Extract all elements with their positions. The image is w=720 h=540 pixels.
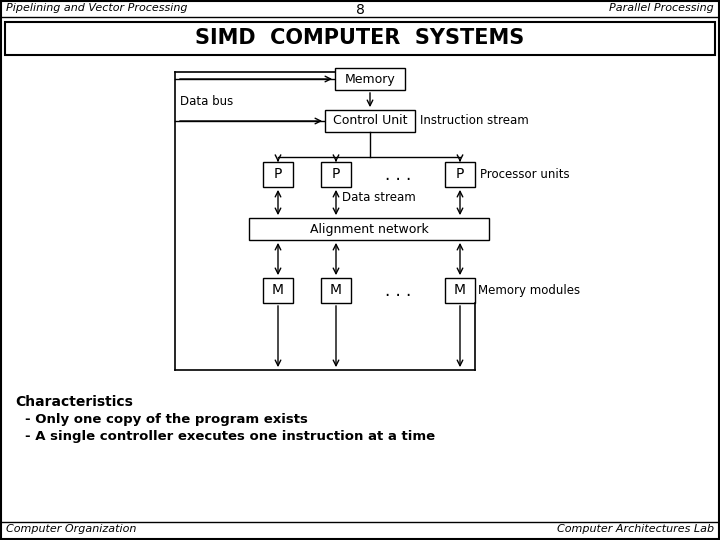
Text: M: M <box>272 284 284 298</box>
Text: P: P <box>274 167 282 181</box>
Text: . . .: . . . <box>385 165 411 184</box>
Text: Memory modules: Memory modules <box>478 284 580 297</box>
Text: Computer Organization: Computer Organization <box>6 524 136 534</box>
Bar <box>263 278 293 303</box>
Text: Data bus: Data bus <box>180 95 233 108</box>
Text: Processor units: Processor units <box>480 168 570 181</box>
Bar <box>325 110 415 132</box>
Bar <box>445 278 475 303</box>
Text: Computer Architectures Lab: Computer Architectures Lab <box>557 524 714 534</box>
Text: - Only one copy of the program exists: - Only one copy of the program exists <box>25 413 308 426</box>
Bar <box>5 22 715 55</box>
Text: Control Unit: Control Unit <box>333 114 408 127</box>
Text: . . .: . . . <box>385 281 411 300</box>
Text: M: M <box>454 284 466 298</box>
Bar <box>263 162 293 187</box>
Text: Memory: Memory <box>345 72 395 85</box>
Text: SIMD  COMPUTER  SYSTEMS: SIMD COMPUTER SYSTEMS <box>195 28 525 48</box>
Bar <box>249 218 489 240</box>
Text: - A single controller executes one instruction at a time: - A single controller executes one instr… <box>25 430 435 443</box>
Text: Parallel Processing: Parallel Processing <box>609 3 714 13</box>
Text: Pipelining and Vector Processing: Pipelining and Vector Processing <box>6 3 187 13</box>
Bar <box>321 162 351 187</box>
Bar <box>445 162 475 187</box>
Text: Data stream: Data stream <box>342 191 416 204</box>
Text: M: M <box>330 284 342 298</box>
Text: P: P <box>456 167 464 181</box>
Bar <box>335 68 405 90</box>
Text: Characteristics: Characteristics <box>15 395 133 409</box>
Bar <box>321 278 351 303</box>
Text: P: P <box>332 167 340 181</box>
Text: 8: 8 <box>356 3 364 17</box>
Text: Alignment network: Alignment network <box>310 222 428 235</box>
Text: Instruction stream: Instruction stream <box>420 114 528 127</box>
